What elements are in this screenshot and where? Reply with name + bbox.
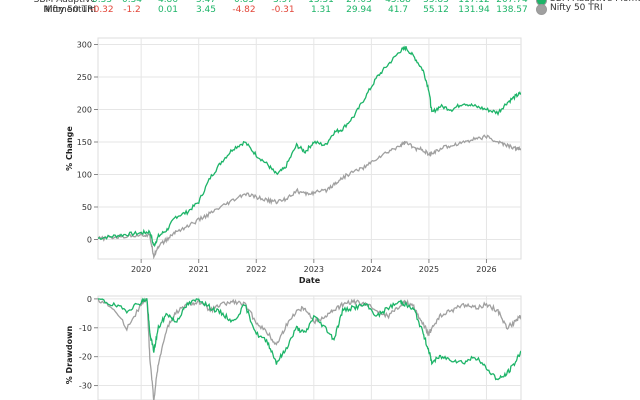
table-cell: 207.74 [496,0,528,5]
row-label: Nifty 50 TRI [43,5,96,15]
table-cell: 4.86 [157,0,179,5]
y-tick-label: 250 [77,73,92,82]
table-cell: 45.88 [385,0,411,5]
table-cell: 117.12 [458,0,490,5]
x-tick-label: 2026 [476,265,496,274]
table-cell: 0.83 [233,0,255,5]
legend-label: SBM Adaptive Momentum [550,0,640,4]
legend-label: Nifty 50 TRI [550,3,603,13]
table-cell: 0.34 [121,0,143,5]
x-tick-label: 2020 [131,265,151,274]
table-cell: 3.97 [272,0,294,5]
table-cell: 29.94 [346,5,372,15]
x-tick-label: 2025 [419,265,439,274]
plot-frame [97,37,522,260]
y-tick-label: -10 [79,324,92,333]
legend: SBM Adaptive MomentumNifty 50 TRI [534,0,640,24]
series-line [98,298,521,400]
x-tick-label: 2024 [361,265,381,274]
table-cell: 0.33 [91,0,113,5]
table-cell: 131.94 [458,5,490,15]
table-cell: 0.01 [157,5,179,15]
y-tick-label: -30 [79,382,92,391]
table-cell: -4.82 [232,5,256,15]
y-tick-label: 150 [77,138,92,147]
y-tick-label: 300 [77,41,92,50]
series-line [98,297,521,381]
x-axis-label: Date [299,276,321,285]
table-cell: 27.03 [346,0,372,5]
y-tick-label: 0 [87,295,92,304]
table-cell: 13.31 [308,0,334,5]
table-cell: 3.45 [195,5,217,15]
series-line [98,134,521,259]
table-cell: 1.31 [310,5,332,15]
table-cell: -0.31 [271,5,295,15]
percent-change-chart: 0 50 100 150 200 250 300 2020 2021 2022 2023 2024 20… [65,37,522,285]
y-tick-label: 0 [87,236,92,245]
legend-item: Nifty 50 TRI [536,3,640,17]
row-label: SBM Adaptive Momentum [33,0,96,15]
table-row: Nifty 50 TRI -0.32 -1.2 0.01 3.45 -4.82 -0.31 1… [0,5,530,19]
table-cell: -0.32 [90,5,114,15]
drawdown-chart: 0 -10 -20 -30 % Drawdown [65,295,522,400]
table-cell: 138.57 [496,5,528,15]
table-cell: 55.83 [423,0,449,5]
x-tick-label: 2021 [189,265,209,274]
table-cell: -1.2 [123,5,141,15]
returns-table: SBM Adaptive Momentum 0.33 0.34 4.86 5.47 0.8… [0,0,530,24]
y-tick-label: -20 [79,353,92,362]
series-line [98,45,521,248]
legend-swatch-icon [536,4,547,15]
y-tick-label: 200 [77,106,92,115]
y-tick-label: 100 [77,171,92,180]
table-cell: 41.7 [387,5,409,15]
table-row: SBM Adaptive Momentum 0.33 0.34 4.86 5.47 0.8… [0,0,530,15]
y-tick-label: 50 [82,203,92,212]
x-tick-label: 2022 [246,265,266,274]
y-axis-label: % Drawdown [65,325,74,384]
x-tick-label: 2023 [304,265,324,274]
y-axis-label: % Change [65,126,74,171]
table-cell: 5.47 [195,0,217,5]
table-cell: 55.12 [423,5,449,15]
